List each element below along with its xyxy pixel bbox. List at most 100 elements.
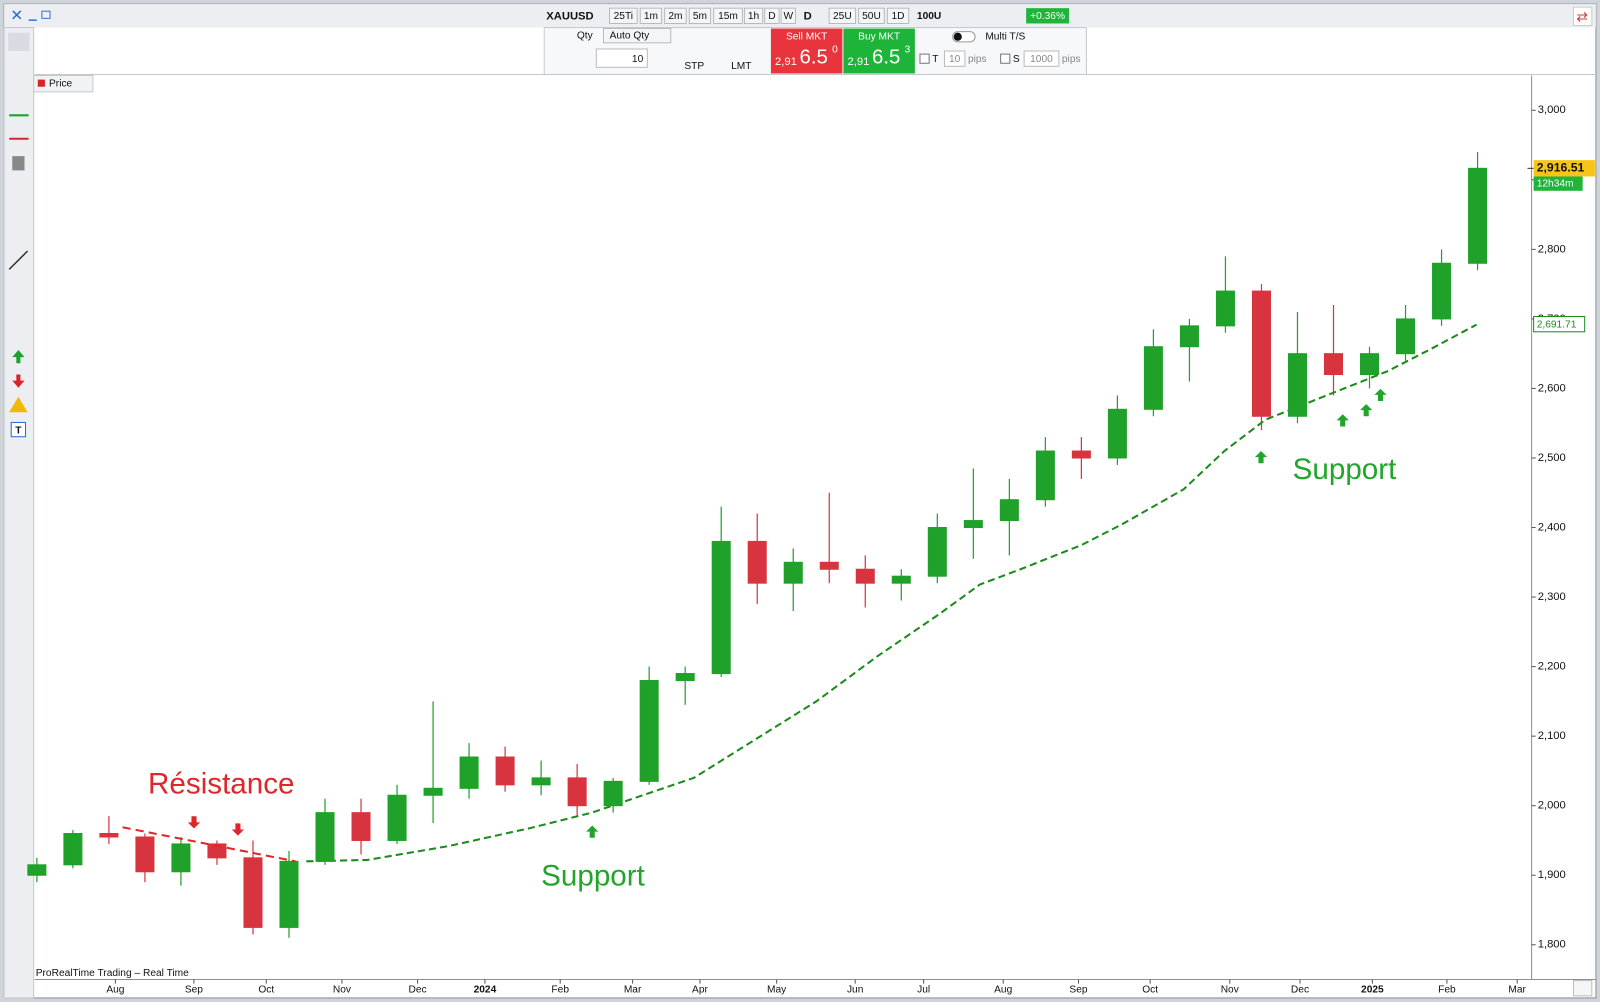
unit-button[interactable] [886,7,910,24]
stop-unit: pips [1062,54,1081,65]
x-tick-label: Jul [917,984,930,995]
timeframe-button[interactable] [780,7,796,24]
timeframe-label: 15m [718,11,738,22]
support-arrow [1360,404,1373,417]
timer-label: 12h34m [1537,178,1574,189]
stop-value: 1000 [1030,54,1053,65]
take_profit-input[interactable] [943,50,966,67]
candle-body [675,673,695,682]
price-panel-label: Price [49,78,73,89]
period-select[interactable]: D [804,10,812,22]
x-tick-label: Nov [333,984,352,995]
window [3,3,1597,999]
stop-input[interactable] [1023,50,1060,67]
candle-body [315,812,335,862]
timeframe-label: 2m [668,11,682,22]
candle-body [963,520,983,529]
buy-button[interactable] [843,28,915,74]
candle-body [1143,346,1163,410]
candle-body [1179,325,1199,348]
timeframe-button[interactable] [743,7,764,24]
timer-box [1533,176,1583,191]
candle-body [1359,353,1380,376]
unit-label: 25U [833,11,852,22]
sync-icon[interactable] [1572,6,1593,27]
candle-body [99,833,119,838]
alert-tool[interactable] [9,396,28,413]
candle-body [495,756,515,786]
timeframe-label: W [783,11,793,22]
resistance-arrow [187,816,201,829]
minimize-icon[interactable] [28,19,37,21]
timeframe-button[interactable] [688,7,712,24]
qty-input[interactable] [595,48,648,68]
restore-icon[interactable] [41,10,51,19]
y-tick-label: 2,200 [1538,661,1566,673]
axis-settings[interactable] [1572,980,1593,997]
auto-qty-button[interactable] [603,28,672,44]
take_profit-checkbox[interactable] [919,53,930,64]
text-tool[interactable] [10,421,27,438]
candle-body [279,860,299,928]
x-tick-label: Aug [106,984,124,995]
x-tick-label: Feb [1438,984,1456,995]
timeframe-button[interactable] [609,7,638,24]
ma-last-box [1533,315,1586,333]
symbol[interactable]: XAUUSD [546,10,593,22]
resistance-line [122,826,296,863]
candle-body [1432,262,1452,320]
candle-body [639,680,659,782]
auto-qty: Auto Qty [610,30,651,41]
candle-body [603,780,623,807]
y-tick-label: 1,800 [1538,939,1566,951]
buy-price-main: 6.5 [872,47,900,69]
candle-body [63,833,83,866]
timeframe-label: 1m [644,11,658,22]
x-tick-label: Aug [994,984,1012,995]
qty-value: 10 [632,54,644,65]
x-tick-label: 2025 [1361,984,1384,995]
price-panel-swatch [37,79,45,87]
timeframe-button[interactable] [639,7,663,24]
up-arrow-tool[interactable] [12,349,25,364]
y-tick-label: 2,000 [1538,800,1566,812]
drawing-tools: T [8,32,30,438]
price-panel-tab [33,74,94,93]
delete-tool[interactable] [12,156,25,171]
y-tick-label: 2,100 [1538,730,1566,742]
x-tick-label: Oct [1142,984,1158,995]
x-tick-label: Feb [551,984,569,995]
candle-body [1396,318,1416,355]
sell-price-main: 6.5 [799,47,827,69]
candle-body [135,836,155,873]
timeframe-button[interactable] [713,7,743,24]
timeframe-label: 1h [748,11,759,22]
last-price-label: 2,916.51 [1537,161,1585,175]
x-tick-label: 2024 [474,984,497,995]
unit-button[interactable] [828,7,857,24]
candle-body [1035,450,1055,501]
unit-button[interactable] [858,7,885,24]
x-tick-label: May [767,984,787,995]
x-tick-label: Dec [1291,984,1309,995]
x-tick-label: Sep [1069,984,1087,995]
candle-body [1107,408,1127,459]
sell-price-prefix: 2,91 [775,56,797,68]
sell-button[interactable] [770,28,843,74]
timeframe-label: 25Ti [614,11,633,22]
x-tick-label: Jun [847,984,863,995]
timeframe-button[interactable] [764,7,780,24]
timeframe-button[interactable] [664,7,687,24]
stop-checkbox[interactable] [1000,53,1011,64]
down-arrow-tool[interactable] [12,374,25,388]
x-tick-label: Apr [692,984,708,995]
support-arrow [586,825,599,838]
candle-body [1287,353,1307,417]
bar-count[interactable]: 100U [917,11,941,22]
cursor-tool[interactable] [8,32,30,52]
candle-body [711,540,731,675]
moving-average [306,323,1477,863]
close-icon[interactable]: ✕ [10,7,23,24]
trendline-tool[interactable] [8,250,29,270]
